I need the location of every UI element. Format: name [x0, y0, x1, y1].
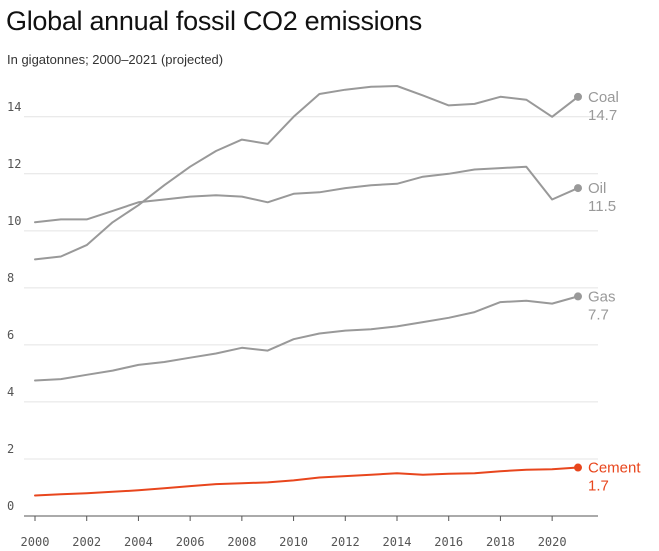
x-tick-label: 2016 — [434, 535, 463, 549]
y-tick-label: 12 — [7, 157, 21, 171]
chart-subtitle: In gigatonnes; 2000–2021 (projected) — [7, 52, 224, 67]
x-tick-label: 2006 — [176, 535, 205, 549]
y-tick-label: 10 — [7, 214, 21, 228]
y-tick-label: 14 — [7, 100, 21, 114]
coal-line — [34, 85, 579, 261]
cement-name-label: Cement — [588, 460, 641, 477]
x-tick-label: 2010 — [279, 535, 308, 549]
y-tick-label: 2 — [7, 442, 14, 456]
cement-end-point — [574, 463, 582, 472]
oil-line — [34, 165, 579, 224]
coal-value-label: 14.7 — [588, 107, 617, 124]
gas-value-label: 7.7 — [588, 306, 609, 323]
coal-name-label: Coal — [588, 89, 619, 106]
x-tick-label: 2018 — [486, 535, 515, 549]
oil-name-label: Oil — [588, 180, 606, 197]
coal-end-point — [574, 92, 582, 101]
oil-end-point — [574, 184, 582, 193]
series-lines — [34, 85, 582, 497]
axes: 0 2 4 6 8 10 12 14 2000 2002 2004 2006 2008 2010 2012 2… — [7, 100, 598, 549]
y-tick-label: 4 — [7, 385, 14, 399]
x-tick-label: 2004 — [124, 535, 153, 549]
y-tick-label: 8 — [7, 271, 14, 285]
chart-title: Global annual fossil CO2 emissions — [6, 6, 422, 36]
y-tick-label: 6 — [7, 328, 14, 342]
x-tick-label: 2014 — [383, 535, 412, 549]
gas-line — [34, 295, 579, 382]
x-tick-label: 2008 — [227, 535, 256, 549]
gas-end-point — [574, 292, 582, 301]
gas-name-label: Gas — [588, 288, 616, 305]
x-tick-label: 2002 — [72, 535, 101, 549]
y-tick-label: 0 — [7, 499, 14, 513]
x-tick-label: 2012 — [331, 535, 360, 549]
oil-value-label: 11.5 — [588, 198, 616, 215]
cement-line — [34, 466, 579, 497]
x-tick-label: 2020 — [538, 535, 567, 549]
x-tick-label: 2000 — [21, 535, 50, 549]
cement-value-label: 1.7 — [588, 478, 609, 495]
gridlines — [24, 116, 598, 460]
